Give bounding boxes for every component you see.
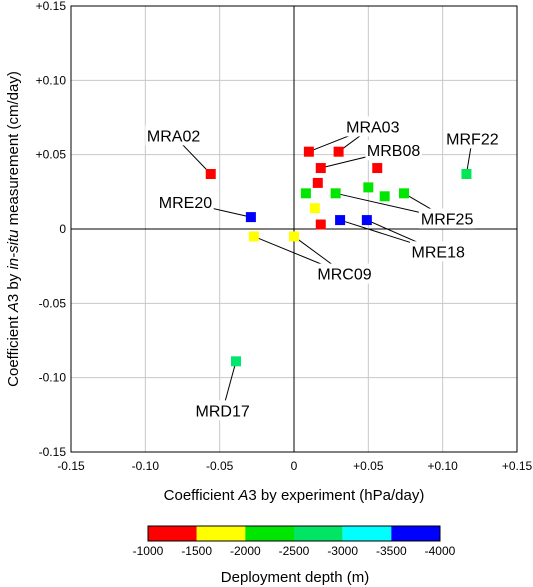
colorbar-segment [294, 526, 343, 541]
annotation-label-bg [365, 140, 422, 161]
x-axis-title: Coefficient A3 by experiment (hPa/day) [164, 487, 425, 504]
zero-lines [71, 6, 517, 452]
annotation-label: MRE20 [159, 195, 212, 212]
data-point [399, 188, 410, 199]
colorbar-tick-label: -2000 [230, 544, 261, 558]
annotation-label-bg [444, 128, 501, 149]
axis-title-part: A [237, 487, 248, 504]
data-point [300, 188, 311, 199]
data-point [461, 168, 472, 179]
axis-title-part: measurement (cm/day) [5, 71, 22, 229]
axis-title-part: A [5, 302, 22, 313]
annotation-label: MRC09 [317, 267, 371, 284]
annotation-label: MRB08 [367, 143, 420, 160]
colorbar-tick-label: -2500 [279, 544, 310, 558]
data-point [315, 163, 326, 174]
data-points [205, 146, 472, 367]
annotation-label: MRE18 [412, 244, 465, 261]
colorbar-title: Deployment depth (m) [221, 569, 369, 586]
annotation-label: MRA02 [147, 128, 200, 145]
annotation-label-bg [194, 400, 251, 421]
annotation-label: MRA03 [346, 119, 399, 136]
x-tick-label: -0.15 [57, 459, 85, 473]
annotation-label-bg [344, 116, 402, 137]
data-point [231, 356, 242, 367]
x-tick-label: -0.05 [206, 459, 234, 473]
colorbar-frame [147, 525, 441, 542]
annotation-label: MRF25 [421, 212, 474, 229]
data-point [333, 146, 344, 157]
data-point [309, 203, 320, 214]
plot-frame [70, 5, 518, 453]
data-point [245, 212, 256, 223]
annotation-label-bg [145, 125, 202, 146]
y-tick-label: -0.10 [39, 371, 67, 385]
axis-title-part: in-situ [5, 229, 22, 270]
axis-title-part: 3 by experiment (hPa/day) [248, 487, 424, 504]
annotation-label-bg [157, 192, 214, 213]
colorbar-segment [196, 526, 246, 541]
data-point [315, 219, 326, 230]
y-tick-label: 0 [59, 222, 66, 236]
x-tick-label: +0.15 [502, 459, 533, 473]
x-tick-label: -0.10 [132, 459, 160, 473]
colorbar: -1000 -1500 -2000 -2500 -3000 -3500 -4000 [133, 525, 456, 558]
colorbar-tick-label: -4000 [425, 544, 456, 558]
y-tick-label: -0.05 [39, 296, 67, 310]
data-point [372, 163, 383, 174]
colorbar-segment [391, 526, 440, 541]
data-point [248, 231, 259, 242]
y-axis-title: Coefficient A3 by in-situ measurement (c… [5, 71, 22, 387]
x-tick-label: +0.05 [353, 459, 384, 473]
colorbar-segment [342, 526, 392, 541]
data-point [361, 215, 372, 226]
colorbar-tick-label: -3000 [327, 544, 358, 558]
y-ticks: -0.15 -0.10 -0.05 0 +0.05 +0.10 +0.15 [36, 0, 67, 459]
x-tick-label: 0 [291, 459, 298, 473]
data-point [330, 188, 341, 199]
annotation-label-bg [418, 208, 476, 229]
y-tick-label: -0.15 [39, 445, 67, 459]
data-point [379, 191, 390, 202]
axis-title-part: Coefficient [5, 312, 22, 387]
data-point [363, 182, 374, 193]
data-point [335, 215, 346, 226]
colorbar-tick-label: -1000 [133, 544, 164, 558]
y-tick-label: +0.10 [36, 73, 67, 87]
x-ticks: -0.15 -0.10 -0.05 0 +0.05 +0.10 +0.15 [57, 459, 532, 473]
axis-title-part: 3 by [5, 270, 22, 303]
annotation-label-bg [316, 263, 373, 284]
annotation-label: MRF22 [446, 131, 499, 148]
annotation-label: MRD17 [196, 403, 250, 420]
y-tick-label: +0.15 [36, 0, 67, 13]
y-tick-label: +0.05 [36, 148, 67, 162]
axis-title-part: Coefficient [164, 487, 239, 504]
x-tick-label: +0.10 [427, 459, 458, 473]
data-point [312, 177, 323, 188]
colorbar-segment [245, 526, 294, 541]
annotation-labels: MRA02 MRA03 MRB08 MRF22 MRF25 MRE20 MRE18 MRC09… [145, 116, 501, 421]
colorbar-segment [148, 526, 197, 541]
data-point [205, 168, 216, 179]
colorbar-tick-label: -1500 [181, 544, 212, 558]
data-point [303, 146, 314, 157]
annotation-label-bg [409, 241, 467, 262]
data-point [289, 231, 299, 242]
colorbar-tick-label: -3500 [376, 544, 407, 558]
